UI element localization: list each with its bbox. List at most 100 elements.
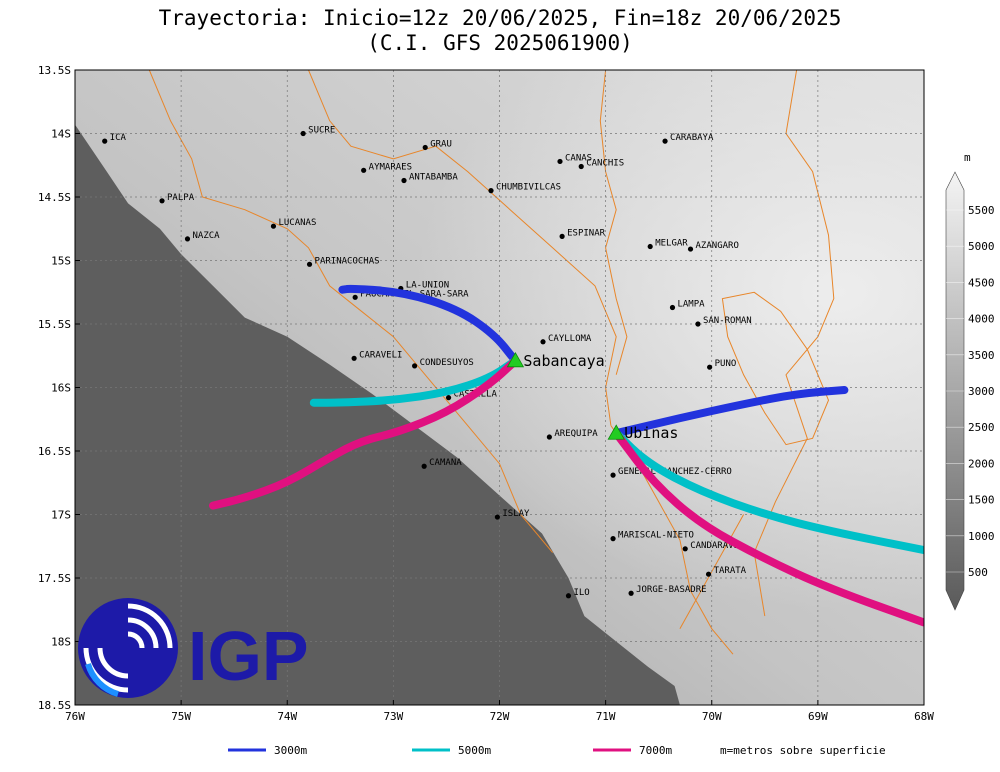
- place-label: GENERAL-SANCHEZ-CERRO: [618, 467, 732, 477]
- y-tick-label: 16.5S: [38, 445, 71, 458]
- volcanoes-layer: Sabancaya Ubinas: [506, 352, 678, 442]
- x-axis: 76W 75W 74W 73W 72W 71W 70W 69W 68W: [65, 700, 934, 723]
- place-marker: [705, 571, 712, 577]
- place-marker: [421, 463, 427, 469]
- colorbar-unit: m: [964, 151, 971, 164]
- place-marker: [352, 294, 358, 300]
- place-marker: [707, 364, 713, 370]
- place-marker: [361, 167, 367, 173]
- place-marker: [662, 138, 668, 144]
- legend-label: 7000m: [639, 744, 672, 757]
- colorbar-tick-label: 3500: [968, 349, 995, 362]
- place-label: TARATA: [714, 566, 747, 576]
- place-marker: [557, 158, 563, 165]
- colorbar-tick-label: 5500: [968, 204, 995, 217]
- place-marker: [628, 590, 634, 596]
- colorbar-tick-label: 5000: [968, 240, 995, 253]
- logo-globe-stripes: [83, 603, 173, 693]
- place-label: CANCHIS: [586, 159, 624, 169]
- place-marker: [412, 363, 418, 369]
- place-label: CONDESUYOS: [420, 358, 474, 368]
- place-marker: [578, 163, 584, 170]
- chart-title-line2: (C.I. GFS 2025061900): [367, 31, 633, 55]
- place-marker: [610, 472, 616, 478]
- y-tick-label: 14S: [51, 128, 71, 141]
- place-label: JORGE-BASADRE: [636, 585, 706, 595]
- place-label: AREQUIPA: [554, 429, 598, 439]
- place-marker: [422, 144, 428, 151]
- place-label: CARAVELI: [359, 350, 402, 360]
- volcano-label-ubinas: Ubinas: [624, 424, 678, 442]
- place-label: CARABAYA: [670, 133, 714, 143]
- place-label: SUCRE: [308, 126, 335, 136]
- colorbar-tick-label: 3000: [968, 385, 995, 398]
- place-label: ANTABAMBA: [409, 172, 458, 182]
- y-tick-label: 15.5S: [38, 318, 71, 331]
- y-tick-label: 15S: [51, 255, 71, 268]
- y-axis: 13.5S 14S 14.5S 15S 15.5S 16S 16.5S 17S 17.5S 18S…: [38, 64, 80, 712]
- trajectory-sabancaya-3000m: [338, 284, 520, 365]
- place-marker: [687, 246, 694, 252]
- place-marker: [445, 395, 452, 401]
- place-label: PALPA: [167, 193, 195, 203]
- boundary-line: [393, 336, 553, 553]
- y-tick-label: 18S: [51, 636, 71, 649]
- place-label: PUNO: [715, 359, 737, 369]
- volcano-marker-sabancaya: [506, 352, 525, 368]
- x-tick-label: 74W: [277, 710, 297, 723]
- x-tick-label: 72W: [490, 710, 510, 723]
- place-marker: [102, 138, 108, 144]
- place-marker: [306, 261, 313, 267]
- place-label: SAN-ROMAN: [703, 316, 752, 326]
- colorbar-tick-label: 1000: [968, 530, 995, 543]
- place-marker: [540, 339, 546, 345]
- place-marker: [159, 198, 165, 204]
- place-label: ESPINAR: [567, 228, 606, 238]
- logo-text: IGP: [188, 617, 309, 695]
- place-label: CAYLLOMA: [548, 334, 592, 344]
- colorbar-tick-label: 2000: [968, 457, 995, 470]
- y-tick-label: 13.5S: [38, 64, 71, 77]
- boundary-line: [599, 70, 628, 375]
- place-label: CANDARAVE: [690, 541, 739, 551]
- place-marker: [695, 321, 701, 327]
- place-marker: [300, 130, 306, 137]
- colorbar-tick-label: 1500: [968, 494, 995, 507]
- place-marker: [351, 355, 357, 361]
- x-tick-label: 76W: [65, 710, 85, 723]
- y-tick-label: 14.5S: [38, 191, 71, 204]
- place-label: GRAU: [430, 139, 452, 149]
- place-label: LA-UNION: [406, 280, 449, 290]
- place-label: PARINACOCHAS: [315, 256, 380, 266]
- place-label: CAMANA: [429, 458, 462, 468]
- colorbar-tick-label: 4500: [968, 276, 995, 289]
- place-label: LAMPA: [677, 299, 705, 309]
- y-tick-label: 17.5S: [38, 572, 71, 585]
- lake-titicaca-outline: [721, 291, 830, 446]
- volcano-label-sabancaya: Sabancaya: [523, 352, 604, 370]
- y-tick-label: 16S: [51, 382, 71, 395]
- volcano-marker-ubinas: [607, 424, 625, 440]
- place-marker: [610, 536, 616, 542]
- place-label: CHUMBIVILCAS: [496, 183, 561, 193]
- trajectory-sabancaya-7000m: [209, 356, 520, 510]
- place-label: LUCANAS: [278, 218, 316, 228]
- place-label: MARISCAL-NIETO: [618, 531, 694, 541]
- place-label: MELGAR: [655, 239, 688, 249]
- legend-label: 3000m: [274, 744, 307, 757]
- x-tick-label: 75W: [171, 710, 191, 723]
- place-label: ICA: [110, 133, 127, 143]
- logo-globe-accent: [85, 663, 119, 697]
- legend: m=metros sobre superficie 3000m 5000m 7000…: [228, 744, 886, 757]
- colorbar-ticks: 500 1000 1500 2000 2500 3000 3500 4000 4500 5000 5…: [946, 204, 995, 579]
- place-label: NAZCA: [192, 231, 220, 241]
- place-marker: [494, 514, 500, 520]
- place-marker: [682, 546, 688, 552]
- x-tick-label: 71W: [596, 710, 616, 723]
- place-label: CANAS: [565, 153, 592, 163]
- map-area: ICA SUCRE GRAU CARABAYA AYMARAES CANASCANCHIS…: [75, 70, 924, 705]
- grid-lines: [75, 70, 924, 705]
- colorbar-tick-label: 4000: [968, 313, 995, 326]
- place-marker: [401, 177, 407, 184]
